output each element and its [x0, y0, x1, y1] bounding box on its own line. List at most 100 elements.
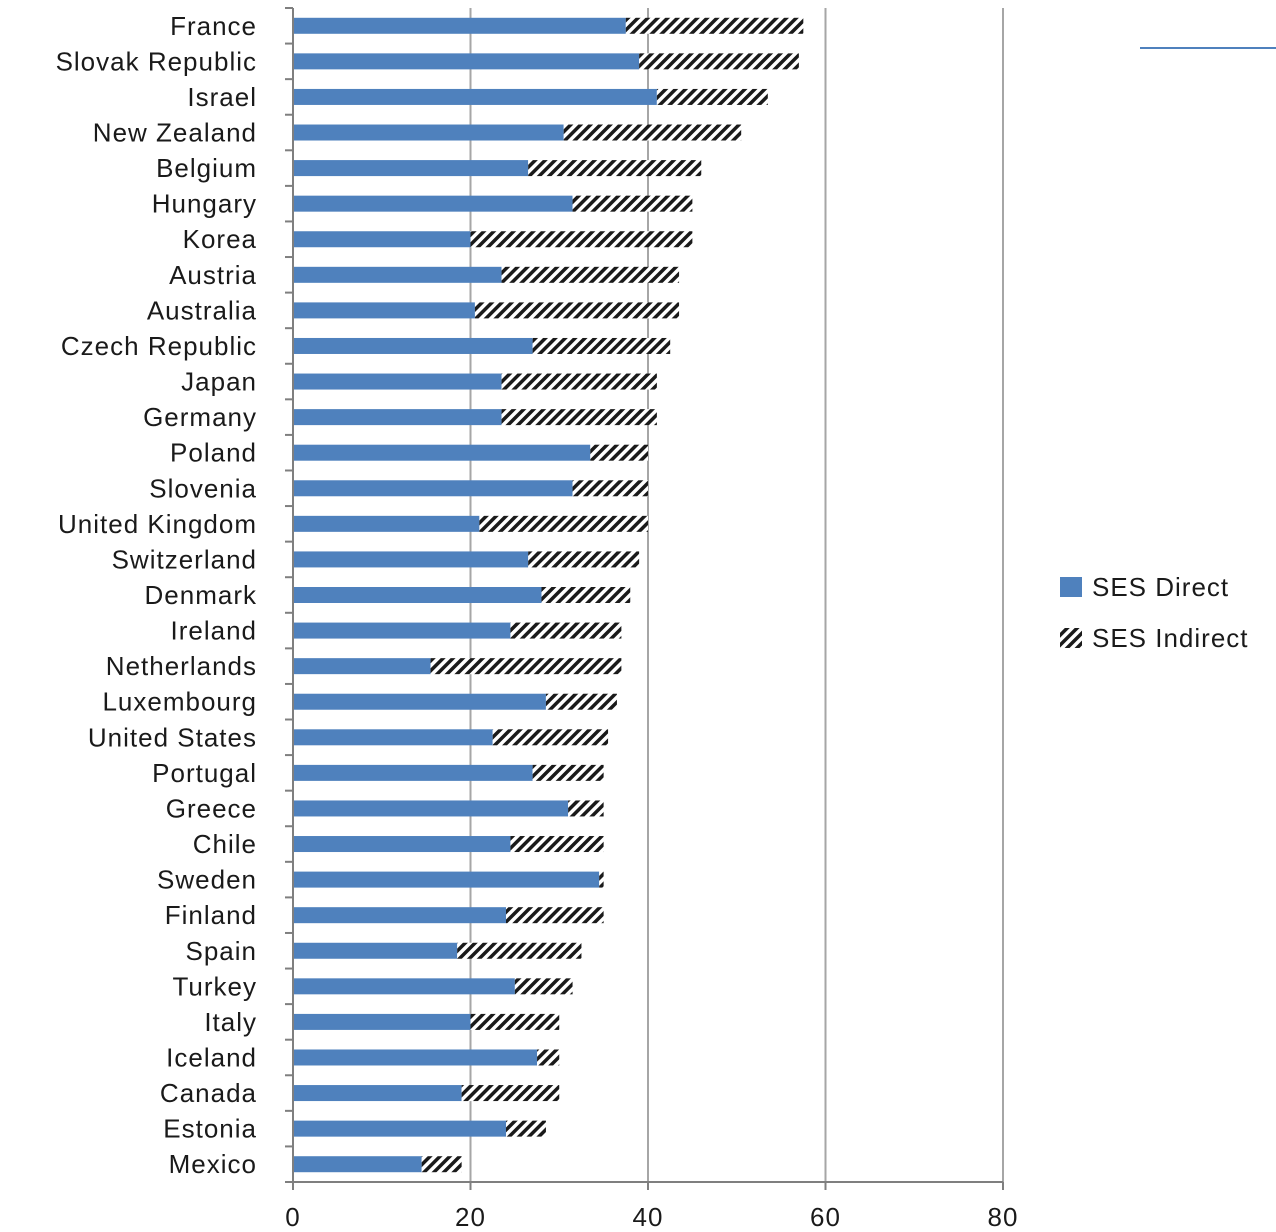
bar-ses-direct [293, 409, 502, 426]
bar-ses-direct [293, 693, 546, 710]
category-label: Slovak Republic [56, 46, 257, 76]
bar-ses-direct [293, 978, 515, 995]
legend-swatch-ses-indirect [1060, 628, 1082, 648]
bar-ses-direct [293, 836, 511, 853]
category-labels: France Slovak Republic Israel New Zealand Be… [56, 11, 258, 1179]
legend-swatch-ses-direct [1060, 577, 1082, 597]
category-label: Italy [204, 1007, 257, 1037]
bar-ses-direct [293, 764, 533, 781]
category-label: Netherlands [106, 651, 257, 681]
bar-ses-direct [293, 373, 502, 390]
bar-ses-indirect [461, 1085, 560, 1102]
category-label: United States [88, 722, 257, 752]
axes [285, 7, 1004, 1190]
bar-ses-direct [293, 1120, 506, 1137]
bar-ses-direct [293, 1049, 538, 1066]
category-label: Czech Republic [61, 331, 257, 361]
category-label: Greece [166, 793, 257, 823]
bar-ses-indirect [656, 88, 768, 105]
legend-label-ses-indirect: SES Indirect [1092, 623, 1249, 653]
category-label: Spain [186, 936, 258, 966]
bar-ses-indirect [479, 515, 648, 532]
bar-ses-indirect [532, 337, 671, 354]
bar-ses-direct [293, 302, 475, 319]
bar-ses-indirect [532, 764, 604, 781]
category-label: Slovenia [149, 473, 257, 503]
bar-ses-direct [293, 17, 626, 34]
bar-ses-direct [293, 88, 657, 105]
bar-ses-indirect [528, 160, 702, 177]
category-label: Portugal [152, 758, 257, 788]
bar-ses-indirect [563, 124, 742, 141]
bars [293, 17, 804, 1173]
legend-label-ses-direct: SES Direct [1092, 572, 1229, 602]
bar-ses-indirect [470, 1013, 560, 1030]
category-label: Denmark [145, 580, 257, 610]
bar-ses-direct [293, 587, 542, 603]
category-label: Ireland [171, 616, 258, 646]
category-label: Austria [169, 260, 257, 290]
category-label: Japan [181, 367, 257, 397]
category-label: Turkey [173, 971, 258, 1001]
bar-ses-indirect [541, 587, 631, 603]
bar-ses-direct [293, 160, 529, 177]
category-label: Iceland [166, 1042, 257, 1072]
bar-ses-indirect [421, 1156, 462, 1173]
bar-ses-direct [293, 729, 493, 746]
x-tick-label: 40 [633, 1202, 664, 1232]
bar-ses-direct [293, 1013, 471, 1030]
category-label: Mexico [169, 1149, 257, 1179]
category-label: Finland [165, 900, 257, 930]
x-tick-label: 80 [988, 1202, 1019, 1232]
bar-ses-direct [293, 444, 591, 461]
category-label: Germany [143, 402, 257, 432]
bar-ses-direct [293, 480, 573, 497]
bar-ses-direct [293, 231, 471, 248]
bar-ses-indirect [599, 871, 604, 888]
bar-ses-indirect [501, 373, 657, 390]
category-label: Korea [183, 224, 257, 254]
category-label: United Kingdom [58, 509, 257, 539]
bar-ses-direct [293, 266, 502, 283]
bar-ses-indirect [528, 551, 640, 568]
bar-ses-direct [293, 337, 533, 354]
bar-ses-indirect [470, 231, 693, 248]
bar-ses-direct [293, 871, 600, 888]
bar-ses-indirect [506, 1120, 546, 1137]
category-label: Switzerland [112, 544, 257, 574]
bar-ses-indirect [514, 978, 573, 995]
category-label: Chile [193, 829, 257, 859]
legend: SES Direct SES Indirect [1060, 572, 1249, 653]
bar-ses-indirect [572, 480, 648, 497]
category-label: Hungary [152, 189, 257, 219]
bar-ses-indirect [492, 729, 609, 746]
category-label: New Zealand [93, 118, 257, 148]
category-label: Sweden [157, 865, 257, 895]
bar-ses-indirect [568, 800, 604, 817]
x-tick-label: 0 [285, 1202, 300, 1232]
bar-ses-indirect [457, 942, 582, 959]
category-label: Canada [160, 1078, 257, 1108]
bar-ses-indirect [430, 658, 622, 675]
category-label: Luxembourg [102, 687, 257, 717]
bar-ses-indirect [501, 409, 657, 426]
bar-ses-direct [293, 53, 640, 70]
bar-ses-indirect [639, 53, 799, 70]
bar-ses-direct [293, 800, 569, 817]
category-label: Poland [170, 438, 257, 468]
bar-ses-direct [293, 907, 506, 924]
category-label: Belgium [156, 153, 257, 183]
bar-ses-indirect [510, 836, 604, 853]
bar-ses-indirect [590, 444, 648, 461]
bar-ses-indirect [545, 693, 617, 710]
bar-ses-direct [293, 622, 511, 639]
x-tick-labels: 0 20 40 60 80 [285, 1202, 1019, 1232]
bar-ses-direct [293, 1156, 422, 1173]
bar-ses-indirect [572, 195, 693, 212]
bar-ses-indirect [501, 266, 680, 283]
bar-ses-indirect [537, 1049, 560, 1066]
x-tick-label: 60 [810, 1202, 841, 1232]
bar-ses-indirect [625, 17, 804, 34]
bar-ses-indirect [506, 907, 604, 924]
